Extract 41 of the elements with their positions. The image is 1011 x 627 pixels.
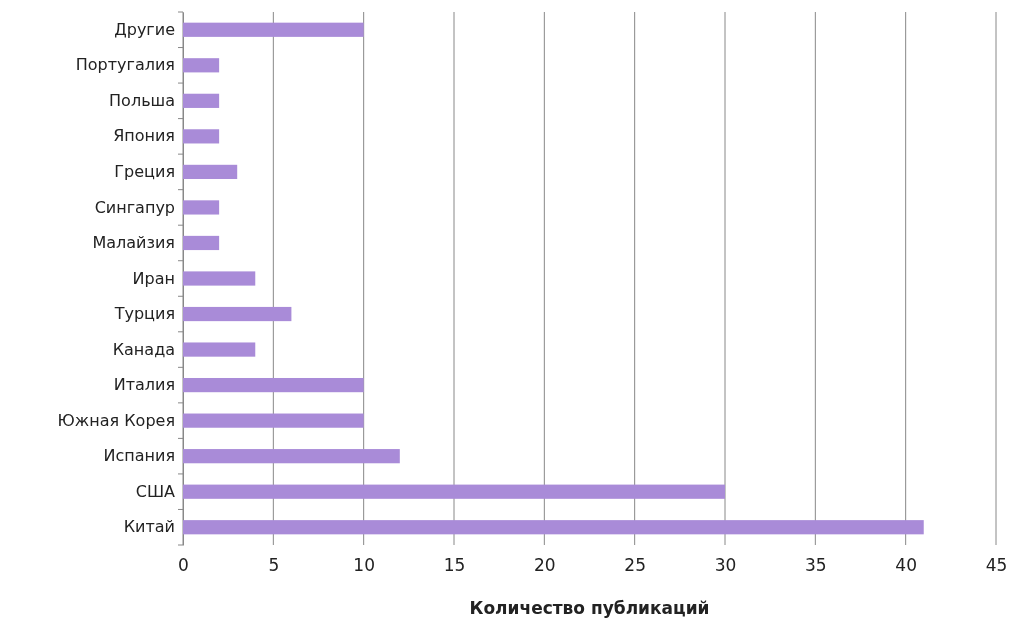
- bar: [183, 271, 256, 286]
- bar: [183, 58, 220, 73]
- bar: [183, 413, 364, 428]
- y-tick-label: Испания: [103, 446, 175, 466]
- x-tick-label: 20: [534, 555, 556, 576]
- bar: [183, 520, 924, 535]
- y-tick-label: Сингапур: [94, 197, 175, 217]
- bar: [183, 306, 292, 322]
- bar: [183, 377, 364, 393]
- y-tick-label: Япония: [113, 126, 175, 146]
- bar: [183, 200, 220, 215]
- x-tick-label: 45: [985, 555, 1008, 576]
- y-tick-label: Польша: [109, 90, 175, 110]
- bar: [183, 164, 238, 180]
- x-tick-label: 15: [443, 555, 466, 576]
- y-tick-label: Китай: [123, 517, 175, 537]
- bar: [183, 449, 400, 464]
- x-tick-label: 40: [895, 555, 917, 576]
- x-tick-label: 30: [714, 555, 737, 576]
- y-tick-label: Другие: [114, 19, 175, 39]
- y-tick-label: Турция: [113, 304, 175, 324]
- x-tick-label: 0: [178, 555, 189, 576]
- y-tick-label: Иран: [132, 268, 175, 288]
- x-tick-label: 35: [805, 555, 827, 576]
- bar: [183, 129, 220, 144]
- y-tick-label: Греция: [114, 162, 175, 182]
- x-tick-label: 10: [353, 555, 375, 576]
- y-tick-label: Португалия: [75, 55, 175, 75]
- bar: [183, 484, 725, 499]
- bar: [183, 22, 364, 37]
- y-tick-label: Малайзия: [92, 233, 175, 253]
- bar: [183, 235, 220, 251]
- x-tick-label: 5: [268, 555, 280, 576]
- y-tick-label: Канада: [112, 339, 175, 359]
- y-tick-label: Италия: [113, 375, 175, 395]
- x-axis-title: Количество публикаций: [469, 598, 710, 618]
- bar: [183, 93, 220, 108]
- bar: [183, 342, 256, 357]
- x-tick-label: 25: [624, 555, 646, 576]
- y-tick-label: США: [135, 481, 176, 501]
- y-tick-label: Южная Корея: [57, 410, 175, 430]
